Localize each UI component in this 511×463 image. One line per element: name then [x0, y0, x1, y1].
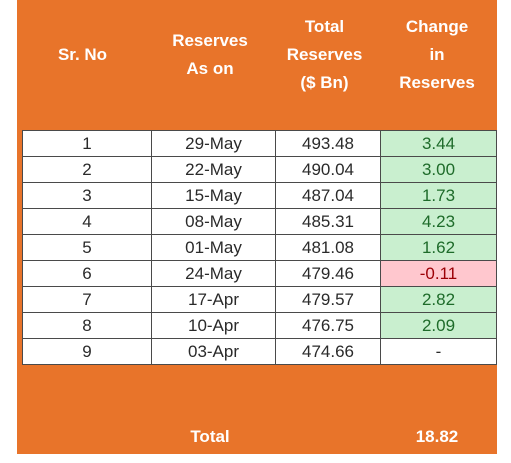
table-row: 3 15-May 487.04 1.73	[22, 182, 497, 209]
cell-sr-no: 8	[22, 312, 152, 339]
cell-sr-no: 7	[22, 286, 152, 313]
cell-change: 1.73	[380, 182, 497, 209]
cell-change: 1.62	[380, 234, 497, 261]
cell-total-reserves: 479.57	[275, 286, 381, 313]
cell-sr-no: 9	[22, 338, 152, 365]
cell-date: 15-May	[151, 182, 276, 209]
cell-change: 2.09	[380, 312, 497, 339]
table-row: 5 01-May 481.08 1.62	[22, 234, 497, 261]
table-row: 4 08-May 485.31 4.23	[22, 208, 497, 235]
reserves-table-sheet: Sr. No Reserves As on Total Reserves ($ …	[17, 0, 497, 454]
cell-sr-no: 1	[22, 130, 152, 157]
cell-change: 2.82	[380, 286, 497, 313]
cell-total-reserves: 493.48	[275, 130, 381, 157]
reserves-data-table: 1 29-May 493.48 3.44 2 22-May 490.04 3.00 3 15-Ma…	[22, 130, 497, 365]
cell-date: 17-Apr	[151, 286, 276, 313]
table-footer: Total 18.82	[17, 424, 497, 454]
cell-sr-no: 3	[22, 182, 152, 209]
table-row: 9 03-Apr 474.66-	[22, 338, 497, 365]
cell-date: 24-May	[151, 260, 276, 287]
table-row: 1 29-May 493.48 3.44	[22, 130, 497, 157]
table-row: 7 17-Apr 479.57 2.82	[22, 286, 497, 313]
cell-date: 10-Apr	[151, 312, 276, 339]
footer-total-label: Total	[190, 427, 230, 446]
cell-total-reserves: 474.66	[275, 338, 381, 365]
cell-sr-no: 6	[22, 260, 152, 287]
cell-total-reserves: 490.04	[275, 156, 381, 183]
table-header: Sr. No Reserves As on Total Reserves ($ …	[17, 0, 497, 127]
cell-date: 08-May	[151, 208, 276, 235]
cell-change: 3.00	[380, 156, 497, 183]
cell-date: 29-May	[151, 130, 276, 157]
table-row: 8 10-Apr 476.75 2.09	[22, 312, 497, 339]
cell-change: -	[380, 338, 497, 365]
cell-total-reserves: 487.04	[275, 182, 381, 209]
header-total-reserves: Total Reserves ($ Bn)	[286, 17, 363, 92]
cell-total-reserves: 485.31	[275, 208, 381, 235]
table-row: 2 22-May 490.04 3.00	[22, 156, 497, 183]
cell-change: 3.44	[380, 130, 497, 157]
cell-sr-no: 2	[22, 156, 152, 183]
cell-date: 22-May	[151, 156, 276, 183]
header-change-in-reserves: Change in Reserves	[399, 17, 475, 92]
cell-change: -0.11	[380, 260, 497, 287]
cell-date: 03-Apr	[151, 338, 276, 365]
cell-total-reserves: 479.46	[275, 260, 381, 287]
cell-total-reserves: 481.08	[275, 234, 381, 261]
cell-change: 4.23	[380, 208, 497, 235]
table-row: 6 24-May 479.46 -0.11	[22, 260, 497, 287]
cell-sr-no: 5	[22, 234, 152, 261]
cell-total-reserves: 476.75	[275, 312, 381, 339]
footer-total-value: 18.82	[415, 427, 459, 446]
cell-sr-no: 4	[22, 208, 152, 235]
header-reserves-as-on: Reserves As on	[172, 31, 248, 78]
cell-date: 01-May	[151, 234, 276, 261]
header-sr-no: Sr. No	[57, 45, 108, 64]
